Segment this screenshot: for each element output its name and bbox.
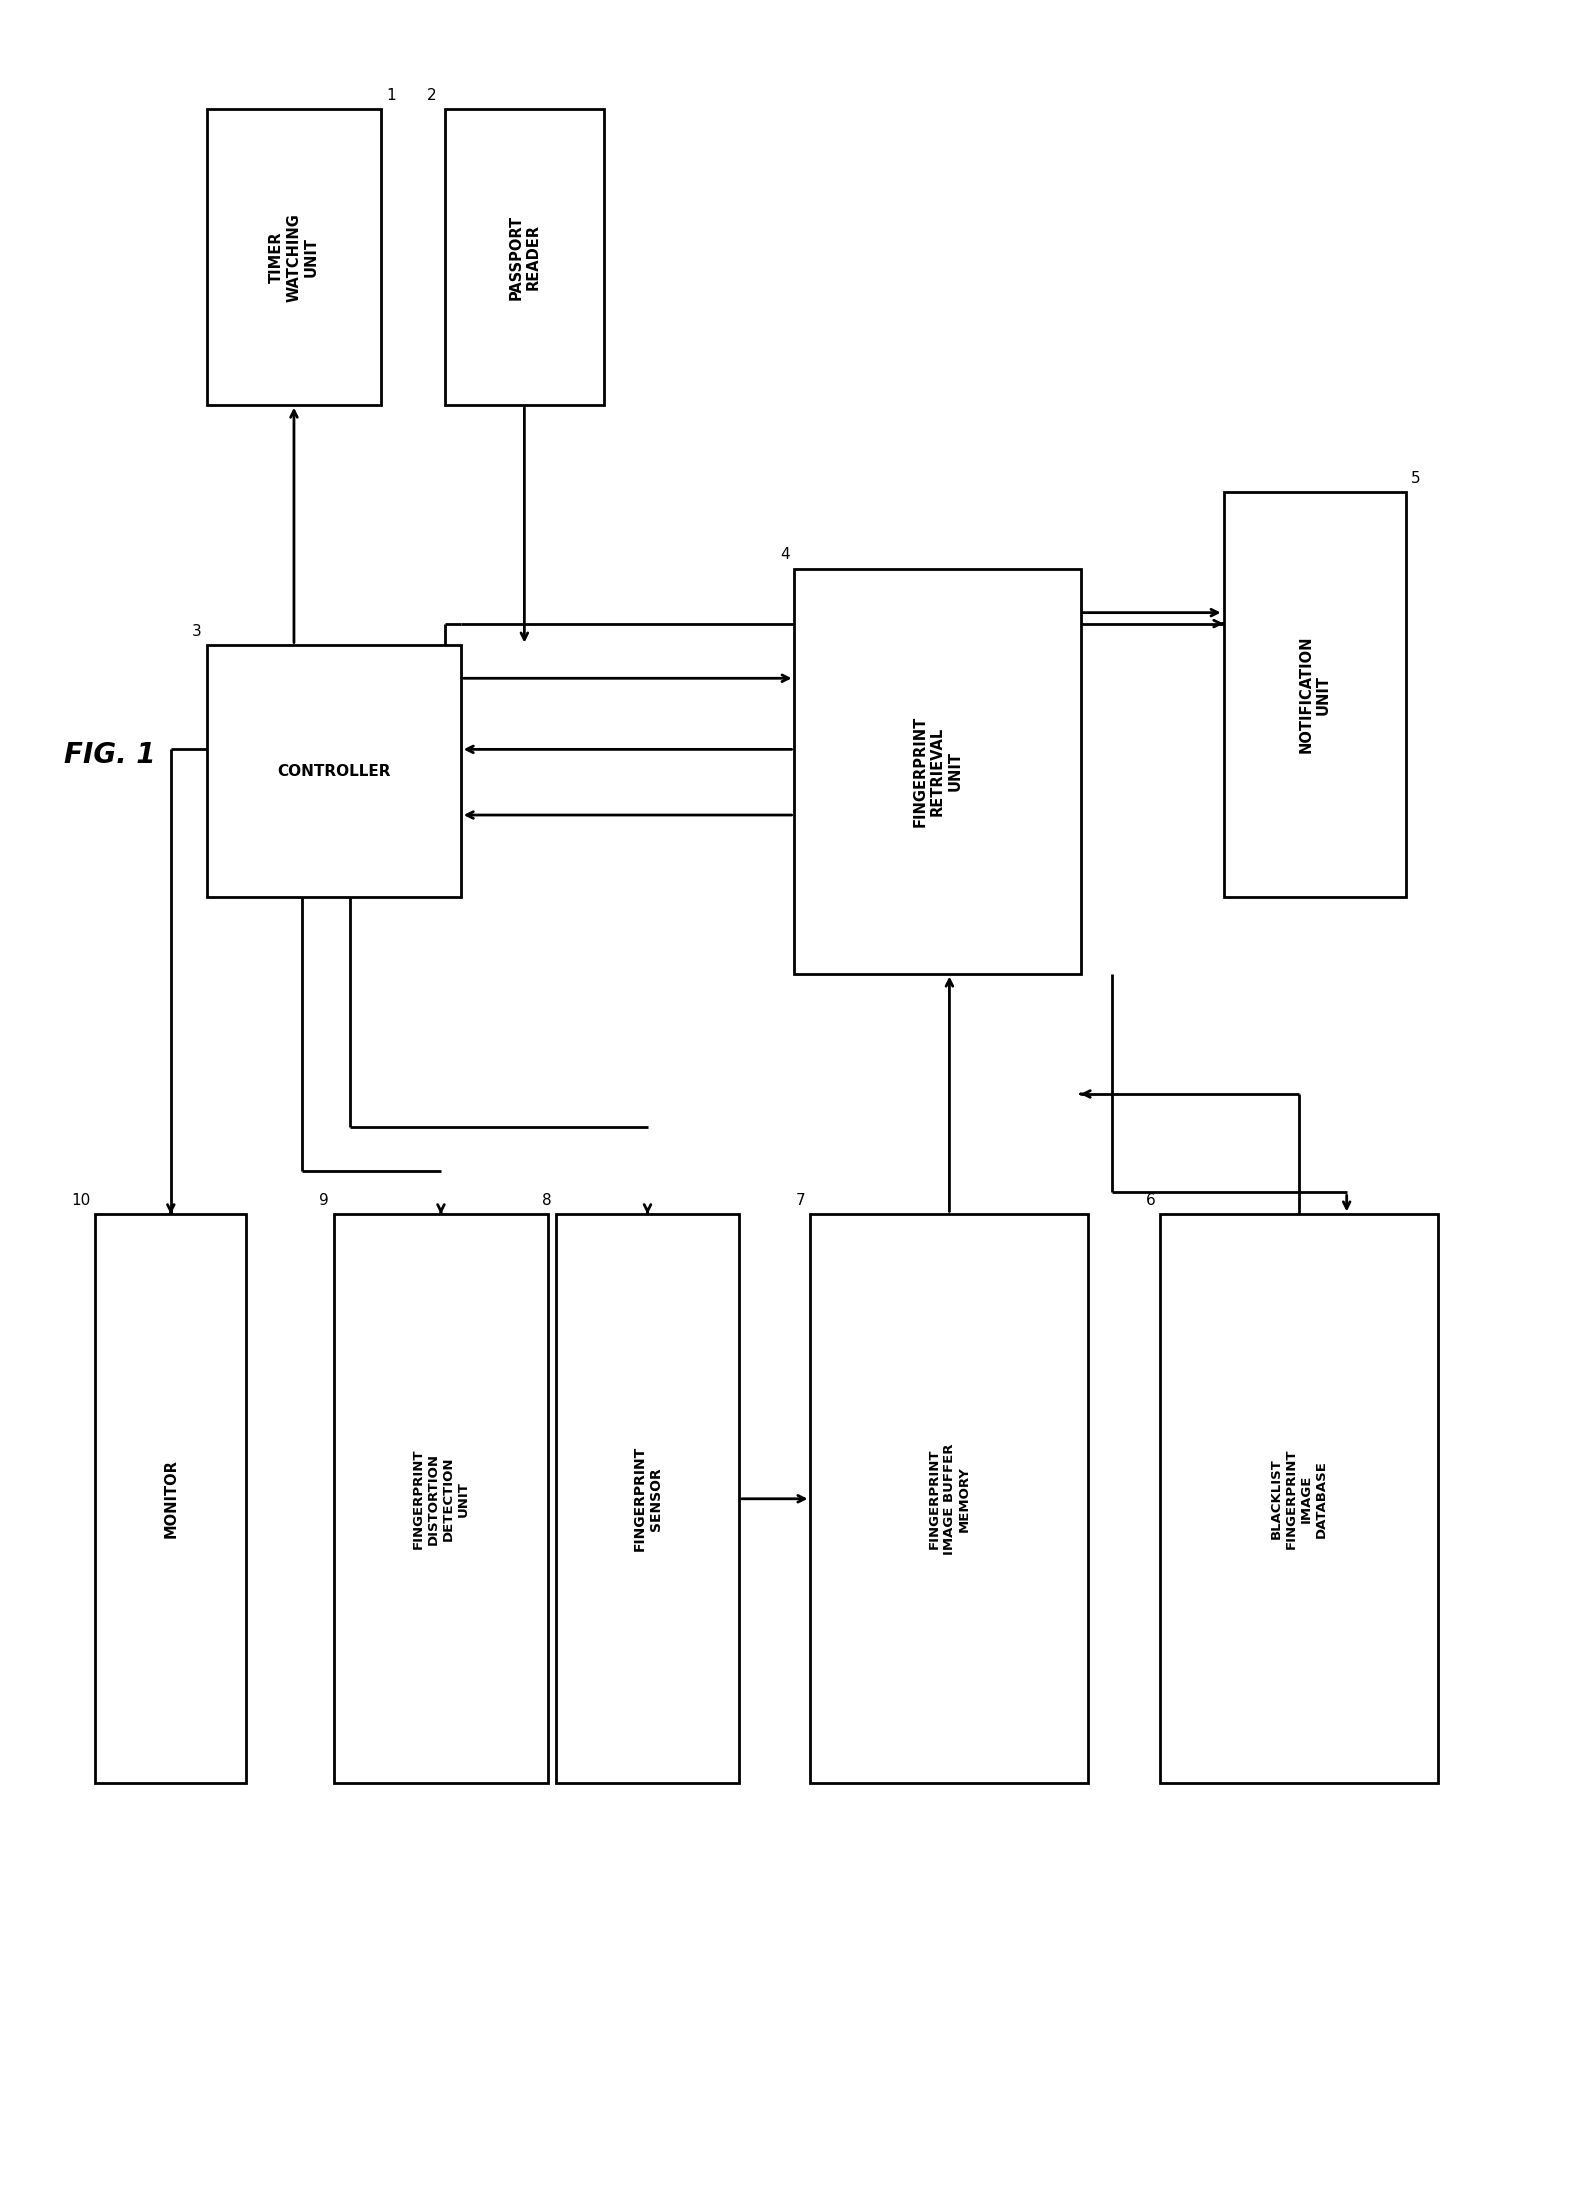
Text: FINGERPRINT
RETRIEVAL
UNIT: FINGERPRINT RETRIEVAL UNIT <box>912 715 963 827</box>
Text: 2: 2 <box>427 88 437 103</box>
Bar <box>207 645 461 897</box>
Text: 3: 3 <box>192 624 202 639</box>
Text: 10: 10 <box>72 1192 91 1208</box>
Text: 7: 7 <box>796 1192 806 1208</box>
Text: FIG. 1: FIG. 1 <box>64 742 156 768</box>
Text: 9: 9 <box>319 1192 329 1208</box>
Bar <box>810 1214 1088 1783</box>
Text: NOTIFICATION
UNIT: NOTIFICATION UNIT <box>1298 637 1332 753</box>
Text: CONTROLLER: CONTROLLER <box>276 764 391 779</box>
Bar <box>334 1214 548 1783</box>
Text: MONITOR: MONITOR <box>164 1459 178 1538</box>
Text: 4: 4 <box>780 547 790 562</box>
Text: PASSPORT
READER: PASSPORT READER <box>508 214 540 300</box>
Bar <box>207 109 381 405</box>
Bar <box>95 1214 246 1783</box>
Bar <box>1160 1214 1438 1783</box>
Text: FINGERPRINT
SENSOR: FINGERPRINT SENSOR <box>632 1446 663 1551</box>
Text: BLACKLIST
FINGERPRINT
IMAGE
DATABASE: BLACKLIST FINGERPRINT IMAGE DATABASE <box>1270 1448 1328 1549</box>
Bar <box>445 109 604 405</box>
Bar <box>794 569 1081 974</box>
Text: 5: 5 <box>1411 470 1421 486</box>
Text: FINGERPRINT
IMAGE BUFFER
MEMORY: FINGERPRINT IMAGE BUFFER MEMORY <box>928 1444 971 1553</box>
Bar <box>556 1214 739 1783</box>
Bar <box>1224 492 1406 897</box>
Text: 1: 1 <box>386 88 396 103</box>
Text: 8: 8 <box>542 1192 551 1208</box>
Text: FINGERPRINT
DISTORTION
DETECTION
UNIT: FINGERPRINT DISTORTION DETECTION UNIT <box>412 1448 470 1549</box>
Text: TIMER
WATCHING
UNIT: TIMER WATCHING UNIT <box>269 212 319 302</box>
Text: 6: 6 <box>1146 1192 1155 1208</box>
